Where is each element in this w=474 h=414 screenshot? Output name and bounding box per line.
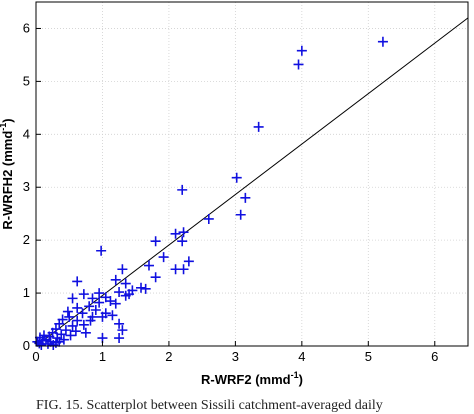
data-point-marker bbox=[107, 310, 118, 321]
data-point-marker bbox=[140, 283, 151, 294]
data-point-marker bbox=[87, 311, 98, 322]
data-point-marker bbox=[120, 278, 131, 289]
data-point-marker bbox=[177, 236, 188, 247]
data-point-marker bbox=[203, 213, 214, 224]
plot-frame bbox=[35, 1, 469, 347]
data-point-marker bbox=[42, 338, 53, 349]
y-axis-label-superscript: -1 bbox=[0, 123, 8, 131]
x-axis-label: R-WRF2 (mmd-1) bbox=[201, 370, 303, 387]
data-point-marker bbox=[293, 59, 304, 70]
data-point-marker bbox=[65, 330, 76, 341]
x-tick-label: 4 bbox=[298, 349, 305, 364]
data-point-marker bbox=[94, 288, 105, 299]
data-point-marker bbox=[78, 319, 89, 330]
data-point-marker bbox=[183, 256, 194, 267]
data-point-marker bbox=[114, 287, 125, 298]
x-tick-label: 2 bbox=[165, 349, 172, 364]
data-point-marker bbox=[143, 260, 154, 271]
data-point-marker bbox=[150, 236, 161, 247]
data-point-marker bbox=[235, 209, 246, 220]
x-tick-label: 3 bbox=[232, 349, 239, 364]
data-point-marker bbox=[72, 302, 83, 313]
data-point-marker bbox=[178, 264, 189, 275]
data-point-marker bbox=[54, 318, 65, 329]
data-point-marker bbox=[110, 298, 121, 309]
data-point-marker bbox=[72, 276, 83, 287]
fit-line bbox=[35, 17, 469, 347]
data-point-marker bbox=[240, 192, 251, 203]
data-point-marker bbox=[70, 326, 81, 337]
data-point-marker bbox=[48, 339, 59, 350]
data-point-marker bbox=[62, 306, 73, 317]
data-point-marker bbox=[97, 311, 108, 322]
y-tick-label: 4 bbox=[23, 126, 30, 141]
data-point-marker bbox=[114, 318, 125, 329]
data-point-marker bbox=[117, 264, 128, 275]
data-point-marker bbox=[377, 36, 388, 47]
data-point-marker bbox=[253, 121, 264, 132]
x-axis-label-superscript: -1 bbox=[291, 370, 299, 380]
data-point-marker bbox=[90, 305, 101, 316]
data-points bbox=[32, 36, 388, 350]
x-tick-label: 1 bbox=[99, 349, 106, 364]
grid-lines bbox=[36, 2, 468, 346]
data-point-marker bbox=[96, 245, 107, 256]
data-point-marker bbox=[87, 293, 98, 304]
data-point-marker bbox=[231, 172, 242, 183]
data-point-marker bbox=[117, 325, 128, 336]
figure-caption: FIG. 15. Scatterplot between Sissili cat… bbox=[36, 398, 383, 413]
data-point-marker bbox=[120, 290, 131, 301]
data-point-marker bbox=[72, 315, 83, 326]
data-point-marker bbox=[170, 228, 181, 239]
data-point-marker bbox=[105, 296, 116, 307]
data-point-marker bbox=[177, 184, 188, 195]
x-tick-label: 0 bbox=[32, 349, 39, 364]
data-point-marker bbox=[64, 311, 75, 322]
data-point-marker bbox=[67, 320, 78, 331]
data-point-marker bbox=[60, 325, 71, 336]
data-point-marker bbox=[67, 293, 78, 304]
data-point-marker bbox=[80, 327, 91, 338]
x-tick-label: 6 bbox=[431, 349, 438, 364]
data-point-marker bbox=[136, 282, 147, 293]
y-tick-label: 1 bbox=[23, 285, 30, 300]
data-point-marker bbox=[114, 333, 125, 344]
data-point-marker bbox=[77, 308, 88, 319]
data-point-marker bbox=[110, 274, 121, 285]
x-tick-label: 5 bbox=[365, 349, 372, 364]
y-tick-label: 3 bbox=[23, 179, 30, 194]
data-point-marker bbox=[84, 301, 95, 312]
data-point-marker bbox=[54, 336, 65, 347]
data-point-marker bbox=[34, 332, 45, 343]
data-point-marker bbox=[94, 297, 105, 308]
data-point-marker bbox=[178, 227, 189, 238]
y-axis-label: R-WRFH2 (mmd-1) bbox=[0, 118, 15, 229]
fit-line-group bbox=[35, 17, 469, 347]
data-point-marker bbox=[296, 45, 307, 56]
data-point-marker bbox=[58, 334, 69, 345]
y-tick-label: 2 bbox=[23, 232, 30, 247]
data-point-marker bbox=[78, 289, 89, 300]
axis-ticks: 0 1 2 3 4 5 6 0 1 2 3 4 5 6 bbox=[23, 20, 439, 364]
y-tick-label: 6 bbox=[23, 20, 30, 35]
data-point-marker bbox=[158, 252, 169, 263]
y-tick-label: 5 bbox=[23, 73, 30, 88]
y-tick-label: 0 bbox=[23, 338, 30, 353]
data-point-marker bbox=[150, 272, 161, 283]
